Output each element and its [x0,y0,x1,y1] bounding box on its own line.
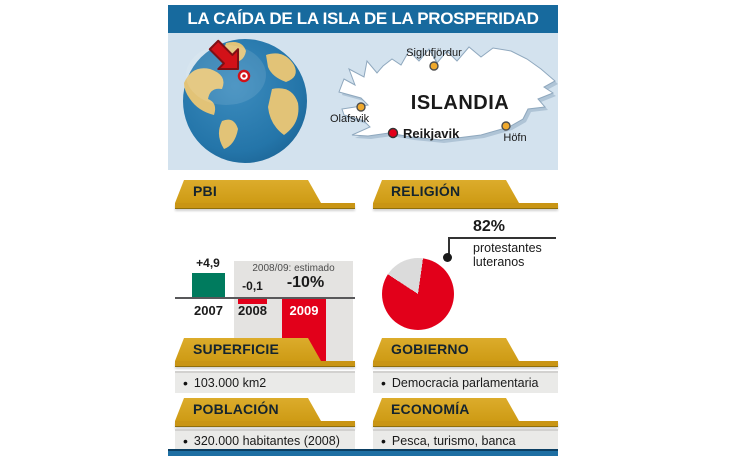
bar-value-2008: -0,1 [242,279,263,293]
iceland-map: ISLANDIA Siglufjördur Olafsvik Reikjavik… [330,46,558,144]
banner-strip [373,361,558,367]
pie-callout-value: 82% [473,218,506,235]
pie-callout-label: protestantes luteranos [473,241,542,269]
city-label-olafsvik: Olafsvik [330,113,370,125]
bar-2008 [238,299,267,304]
capital-dot-reikjavik [387,127,399,139]
banner-strip [175,203,355,209]
country-label: ISLANDIA [411,92,509,114]
fact-value-economia: Pesca, turismo, banca [391,434,516,448]
city-label-hofn: Höfn [503,132,526,144]
globe-highlight [186,45,266,105]
banner-strip [373,203,558,209]
right-column: RELIGIÓN 82% protestantes luteranos GOBI… [373,170,558,451]
section-title-pbi: PBI [193,183,217,199]
religion-pie-chart: 82% protestantes luteranos [373,170,558,340]
banner-strip [373,421,558,427]
bar-value-2009: -10% [286,274,325,291]
content-area: PBI 2008/09: estimado +4,9 -0,1 -10% 200… [168,170,558,451]
year-label-2008: 2008 [238,303,267,318]
section-title-economia: ECONOMÍA [391,401,470,417]
fact-row-poblacion: • 320.000 habitantes (2008) [175,429,355,451]
year-label-2009: 2009 [289,303,319,318]
banner-tab: GOBIERNO [373,338,519,361]
page-title: LA CAÍDA DE LA ISLA DE LA PROSPERIDAD [187,9,539,28]
locator-section: ISLANDIA Siglufjördur Olafsvik Reikjavik… [168,33,558,170]
city-dot-olafsvik [356,102,366,112]
left-column: PBI 2008/09: estimado +4,9 -0,1 -10% 200… [175,170,355,451]
header-bar: LA CAÍDA DE LA ISLA DE LA PROSPERIDAD [168,5,558,33]
chart-note: 2008/09: estimado [252,263,335,274]
section-title-superficie: SUPERFICIE [193,341,280,357]
bottom-border-bar [168,449,558,456]
banner-tab: SUPERFICIE [175,338,321,361]
chart-axis-line [175,297,355,299]
fact-value-poblacion: 320.000 habitantes (2008) [193,434,340,448]
city-dot-siglufjordur [429,61,439,71]
banner-strip [175,361,355,367]
pie-callout-label-line2: luteranos [473,254,525,269]
iceland-infographic-panel: LA CAÍDA DE LA ISLA DE LA PROSPERIDAD [168,5,558,456]
iceland-marker-center [242,74,246,78]
city-label-siglufjordur: Siglufjördur [406,47,462,59]
fact-row-superficie: • 103.000 km2 [175,371,355,393]
section-banner-economia: ECONOMÍA [373,398,558,427]
banner-tab: PBI [175,180,321,203]
section-title-poblacion: POBLACIÓN [193,401,279,417]
iceland-shape [338,46,558,143]
year-label-2007: 2007 [194,303,223,318]
fact-row-gobierno: • Democracia parlamentaria [373,371,558,393]
banner-tab: RELIGIÓN [373,180,519,203]
pie-callout-label-line1: protestantes [473,241,542,255]
section-banner-pbi: PBI [175,180,355,209]
section-banner-gobierno: GOBIERNO [373,338,558,367]
banner-tab: ECONOMÍA [373,398,519,421]
callout-dot-icon [443,253,452,262]
banner-strip [175,421,355,427]
bar-2007 [192,273,225,297]
section-title-religion: RELIGIÓN [391,183,461,199]
banner-tab: POBLACIÓN [175,398,321,421]
fact-value-gobierno: Democracia parlamentaria [391,376,539,390]
city-dot-hofn [501,121,511,131]
capital-label-reikjavik: Reikjavik [403,126,460,141]
section-banner-superficie: SUPERFICIE [175,338,355,367]
pie-graphic [382,258,454,330]
bar-value-2007: +4,9 [196,256,220,270]
section-banner-poblacion: POBLACIÓN [175,398,355,427]
locator-arrow-icon [208,39,240,71]
callout-line [448,237,556,257]
fact-row-economia: • Pesca, turismo, banca [373,429,558,451]
section-banner-religion: RELIGIÓN [373,180,558,209]
section-title-gobierno: GOBIERNO [391,341,469,357]
globe-illustration [183,39,307,163]
fact-value-superficie: 103.000 km2 [193,376,267,390]
